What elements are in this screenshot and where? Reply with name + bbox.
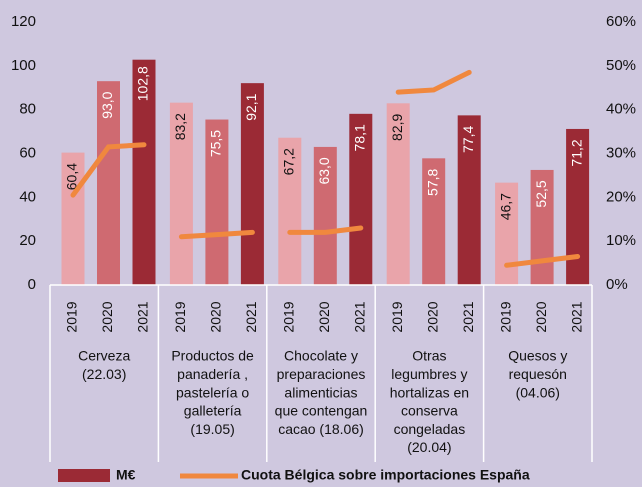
y2-tick-label: 10% [606, 232, 636, 249]
group-label: cacao (18.06) [278, 421, 364, 437]
y-tick-label: 20 [19, 232, 36, 249]
value-label: 93,0 [99, 91, 115, 118]
line-series [178, 229, 255, 240]
value-label: 102,8 [135, 66, 151, 101]
y-tick-label: 120 [11, 13, 36, 30]
line-series [504, 254, 581, 268]
group-label: Otras [412, 348, 446, 364]
value-label: 71,2 [568, 139, 584, 166]
y2-tick-label: 0% [606, 276, 628, 293]
y2-tick-label: 60% [606, 13, 636, 30]
group-label: requesón [509, 366, 567, 382]
line-series [287, 225, 364, 235]
group-label: Quesos y [508, 348, 567, 364]
group-label: (19.05) [190, 421, 234, 437]
x-tick-label: 2019 [64, 301, 80, 332]
group-label: pastelería o [176, 384, 249, 400]
x-tick-label: 2021 [135, 301, 151, 332]
bar [530, 169, 554, 285]
line-series [70, 142, 147, 198]
group-label: Chocolate y [284, 348, 358, 364]
bar [457, 115, 481, 286]
y-tick-label: 80 [19, 101, 36, 118]
group-label: preparaciones [277, 366, 366, 382]
bar [566, 128, 590, 285]
value-label: 63,0 [316, 157, 332, 184]
value-label: 57,8 [424, 168, 440, 195]
group-label: Cerveza [78, 348, 130, 364]
group-label: galletería [184, 403, 242, 419]
group-label: (20.04) [407, 439, 451, 455]
x-tick-label: 2020 [533, 301, 549, 332]
bar [278, 137, 302, 285]
value-label: 46,7 [497, 193, 513, 220]
bar [386, 103, 410, 285]
x-tick-label: 2021 [568, 301, 584, 332]
legend-label: Cuota Bélgica sobre importaciones España [241, 467, 530, 483]
legend-swatch [58, 469, 110, 482]
value-label: 82,9 [389, 113, 405, 140]
x-tick-label: 2020 [316, 301, 332, 332]
x-tick-label: 2021 [460, 301, 476, 332]
x-tick-label: 2019 [172, 301, 188, 332]
bar [132, 59, 156, 285]
value-label: 78,1 [352, 124, 368, 151]
value-label: 52,5 [533, 180, 549, 207]
x-tick-label: 2019 [281, 301, 297, 332]
group-label: alimenticias [284, 384, 357, 400]
value-label: 77,4 [460, 126, 476, 153]
y-tick-label: 100 [11, 57, 36, 74]
x-tick-label: 2020 [99, 301, 115, 332]
bar [169, 102, 193, 285]
value-label: 92,1 [243, 93, 259, 120]
y-tick-label: 40 [19, 188, 36, 205]
bar [205, 119, 229, 285]
y-tick-label: 0 [28, 276, 36, 293]
x-tick-label: 2021 [243, 301, 259, 332]
bar [349, 113, 373, 285]
bar [422, 158, 446, 285]
group-label: panadería , [177, 366, 248, 382]
value-label: 60,4 [64, 163, 80, 190]
y2-tick-label: 40% [606, 101, 636, 118]
value-label: 75,5 [208, 130, 224, 157]
x-tick-label: 2020 [208, 301, 224, 332]
y-tick-label: 60 [19, 144, 36, 161]
y2-tick-label: 30% [606, 144, 636, 161]
value-label: 83,2 [172, 113, 188, 140]
value-label: 67,2 [281, 148, 297, 175]
line-series [395, 69, 472, 95]
group-label: que contengan [275, 403, 368, 419]
group-label: congeladas [394, 421, 466, 437]
y2-tick-label: 50% [606, 57, 636, 74]
group-label: legumbres y [391, 366, 467, 382]
group-label: hortalizas en [390, 384, 469, 400]
group-label: (04.06) [516, 384, 560, 400]
x-tick-label: 2020 [424, 301, 440, 332]
x-tick-label: 2021 [352, 301, 368, 332]
bar [313, 146, 337, 285]
x-tick-label: 2019 [497, 301, 513, 332]
legend-label: M€ [116, 467, 136, 483]
y2-tick-label: 20% [606, 188, 636, 205]
group-label: conserva [401, 403, 458, 419]
group-label: Productos de [171, 348, 254, 364]
bar [97, 81, 120, 285]
bar [495, 182, 519, 285]
x-tick-label: 2019 [389, 301, 405, 332]
group-label: (22.03) [82, 366, 126, 382]
